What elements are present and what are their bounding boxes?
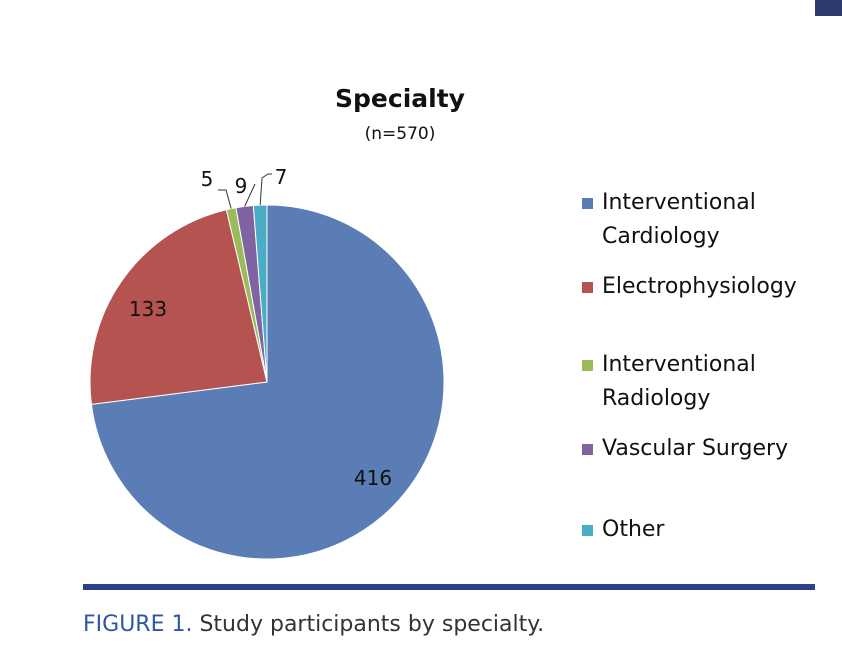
- data-label-3: 9: [235, 174, 248, 198]
- legend-label: Interventional Cardiology: [602, 186, 842, 254]
- caption-text: Study participants by specialty.: [192, 612, 545, 637]
- legend-swatch: [582, 282, 593, 293]
- chart-title: Specialty: [335, 84, 465, 113]
- leader-line-2: [218, 189, 232, 209]
- legend-label-line: Other: [602, 517, 665, 542]
- legend-swatch: [582, 198, 593, 209]
- legend-label-line: Cardiology: [602, 224, 720, 249]
- legend-swatch: [582, 360, 593, 371]
- legend-label: Vascular Surgery: [602, 432, 842, 466]
- pie-slice-0: [90, 204, 445, 560]
- legend-label-line: Interventional: [602, 190, 756, 215]
- figure-caption: FIGURE 1. Study participants by specialt…: [83, 612, 544, 637]
- figure-label: FIGURE 1.: [83, 612, 193, 637]
- chart-subtitle: (n=570): [364, 124, 436, 144]
- leader-line-3: [244, 183, 256, 207]
- legend-label-line: Vascular Surgery: [602, 436, 789, 461]
- legend-label-line: Radiology: [602, 386, 711, 411]
- caption-rule: [83, 584, 815, 590]
- corner-decoration: [815, 0, 842, 16]
- leader-line-4: [259, 173, 272, 206]
- data-label-4: 7: [275, 165, 288, 189]
- data-label-0: 416: [354, 466, 392, 490]
- legend-label: Other: [602, 513, 842, 547]
- legend-label: Interventional Radiology: [602, 348, 842, 416]
- pie-slice-1: [89, 209, 268, 405]
- legend-label: Electrophysiology: [602, 270, 842, 304]
- legend-label-line: Interventional: [602, 352, 756, 377]
- data-label-1: 133: [129, 297, 167, 321]
- pie-slice-4: [252, 204, 268, 383]
- legend-label-line: Electrophysiology: [602, 274, 797, 299]
- legend-swatch: [582, 525, 593, 536]
- data-label-2: 5: [201, 167, 214, 191]
- legend-swatch: [582, 444, 593, 455]
